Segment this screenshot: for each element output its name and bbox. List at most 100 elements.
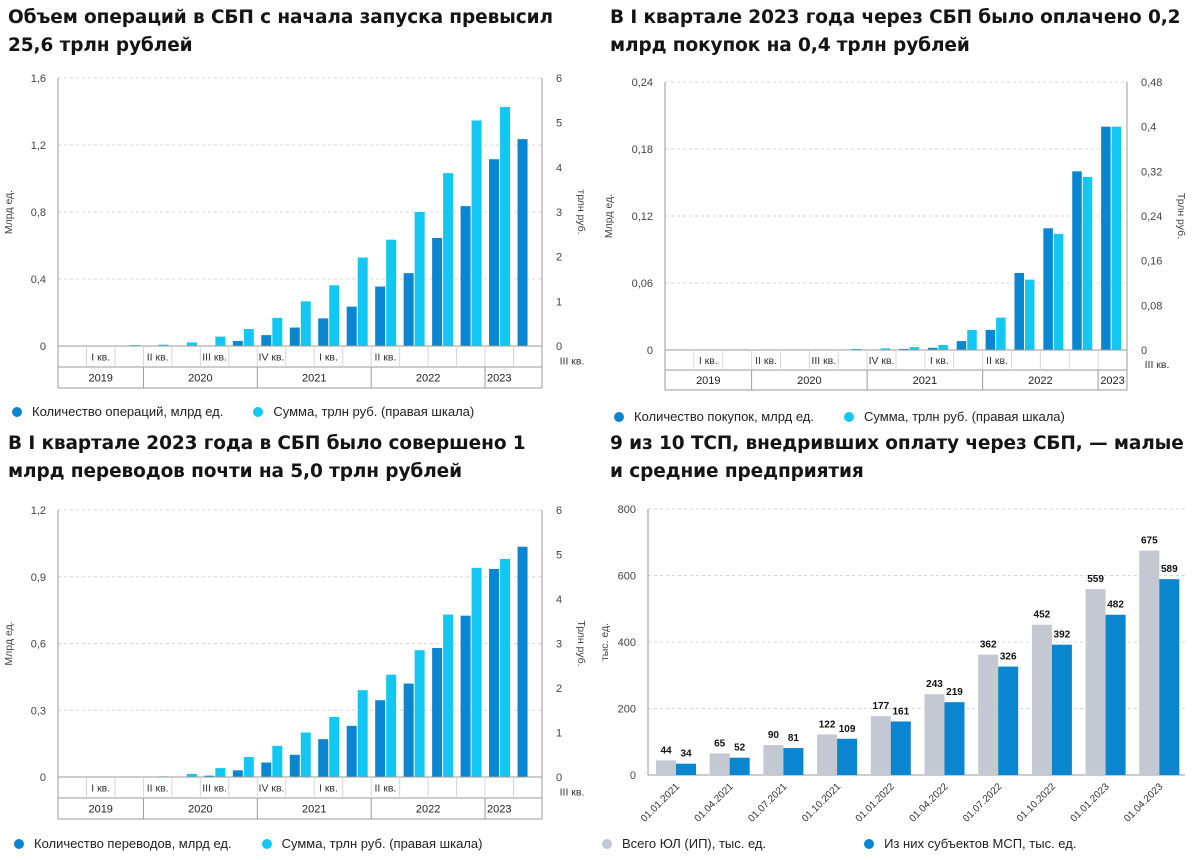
y-tick-label: 1,2 (31, 140, 46, 152)
chart-title: 9 из 10 ТСП, внедривших оплату через СБП… (610, 433, 1184, 482)
bar-total (1139, 550, 1160, 775)
bar-sum (386, 239, 397, 346)
legend: Количество покупок, млрд ед. Сумма, трлн… (614, 409, 1095, 424)
quarter-label: III кв. (560, 356, 585, 368)
quarter-label: IV кв. (869, 355, 895, 367)
y-tick-label: 0,3 (31, 705, 46, 717)
bar-количество-покупок (927, 347, 938, 350)
year-label: 2023 (487, 373, 511, 385)
bar-sum (414, 212, 425, 346)
legend-item: Сумма, трлн руб. (правая шкала) (261, 836, 483, 851)
legend-dot-icon (261, 838, 272, 849)
bar-sum (1053, 233, 1064, 350)
bar-sum (329, 716, 340, 777)
bar-sum (186, 342, 197, 346)
legend-dot-icon (844, 411, 855, 422)
data-label: 392 (1054, 630, 1071, 641)
chart-title: Объем операций в СБП с начала запуска пр… (8, 7, 553, 56)
bar-sme (729, 757, 750, 775)
quarter-label: I кв. (91, 352, 110, 364)
bar-sum (158, 344, 169, 346)
data-label: 362 (980, 640, 997, 651)
bar-количество-операций (318, 318, 329, 346)
legend-label: Сумма, трлн руб. (правая шкала) (864, 409, 1065, 424)
quarter-label: II кв. (374, 352, 396, 364)
x-tick-label: 01.04.2023 (1122, 781, 1165, 824)
x-tick-label: 01.07.2022 (961, 781, 1004, 824)
bar-total (924, 694, 945, 775)
bar-количество-покупок (985, 329, 996, 350)
x-tick-label: 01.01.2021 (639, 781, 682, 824)
bar-sme (890, 721, 911, 775)
y-tick-label: 0,12 (632, 211, 653, 223)
y-right-tick-label: 0 (556, 772, 562, 784)
bar-количество-операций (517, 139, 528, 346)
x-tick-label: 01.01.2023 (1069, 781, 1112, 824)
quarter-label: III кв. (1145, 359, 1170, 371)
bar-sum (1082, 176, 1093, 350)
bar-sum (880, 348, 891, 350)
bar-sum (909, 347, 919, 350)
bar-количество-покупок (1101, 126, 1111, 351)
bar-количество-покупок (1072, 171, 1082, 350)
y-tick-label: 1,2 (31, 505, 46, 517)
quarter-label: II кв. (374, 783, 396, 795)
bar-total (1031, 624, 1052, 775)
bar-sum (272, 745, 283, 777)
quarter-label: IV кв. (259, 352, 285, 364)
bar-количество-покупок (1014, 272, 1024, 350)
legend-item: Количество операций, млрд ед. (12, 404, 223, 419)
y-right-tick-label: 1 (556, 296, 562, 308)
bar-total (709, 753, 730, 775)
y-right-tick-label: 0,4 (1141, 122, 1156, 134)
legend-label: Сумма, трлн руб. (правая шкала) (281, 836, 483, 851)
quarter-label: II кв. (147, 783, 169, 795)
legend-label: Количество переводов, млрд ед. (34, 836, 232, 851)
legend-dot-icon (864, 838, 875, 849)
year-label: 2019 (88, 804, 112, 816)
data-label: 34 (680, 749, 692, 760)
y-right-tick-label: 2 (556, 252, 562, 264)
bar-sum (186, 773, 197, 777)
y-axis-title: тыс. ед. (599, 623, 611, 661)
legend-item: Всего ЮЛ (ИП), тыс. ед. (602, 836, 766, 851)
bar-количество-переводов (261, 762, 272, 777)
data-label: 219 (946, 687, 963, 698)
year-label: 2022 (1028, 375, 1052, 387)
legend-dot-icon (614, 411, 624, 422)
quarter-label: III кв. (560, 787, 585, 799)
legend-label: Из них субъектов МСП, тыс. ед. (884, 836, 1077, 851)
quarter-label: III кв. (811, 355, 836, 367)
bar-sme (783, 748, 804, 775)
data-label: 161 (892, 706, 909, 717)
bar-sum (500, 107, 511, 347)
bar-sum (471, 567, 482, 777)
bar-количество-операций (432, 237, 443, 346)
y-right-tick-label: 4 (556, 162, 562, 174)
year-label: 2020 (188, 804, 212, 816)
y-right-tick-label: 0,32 (1141, 166, 1162, 178)
bar-sum (500, 558, 511, 777)
y-right-axis-title: Трлн руб. (575, 620, 587, 666)
year-label: 2020 (188, 373, 212, 385)
data-label: 452 (1034, 610, 1051, 621)
year-label: 2021 (913, 375, 937, 387)
y-right-tick-label: 2 (556, 683, 562, 695)
year-label: 2023 (487, 804, 511, 816)
bar-sum (300, 732, 311, 777)
y-right-tick-label: 5 (556, 550, 562, 562)
legend-item: Количество покупок, млрд ед. (614, 409, 814, 424)
bar-количество-переводов (204, 775, 215, 777)
data-label: 65 (714, 738, 726, 749)
data-label: 52 (734, 743, 746, 754)
bar-sum (443, 173, 454, 346)
bar-sum (851, 348, 862, 350)
y-right-tick-label: 3 (556, 207, 562, 219)
bar-sme (1051, 644, 1072, 775)
legend-dot-icon (253, 406, 264, 417)
data-label: 90 (768, 730, 780, 741)
bar-sum (386, 674, 397, 777)
legend-item: Сумма, трлн руб. (правая шкала) (253, 404, 474, 419)
x-tick-label: 01.04.2022 (907, 781, 950, 824)
quarter-label: IV кв. (259, 783, 285, 795)
